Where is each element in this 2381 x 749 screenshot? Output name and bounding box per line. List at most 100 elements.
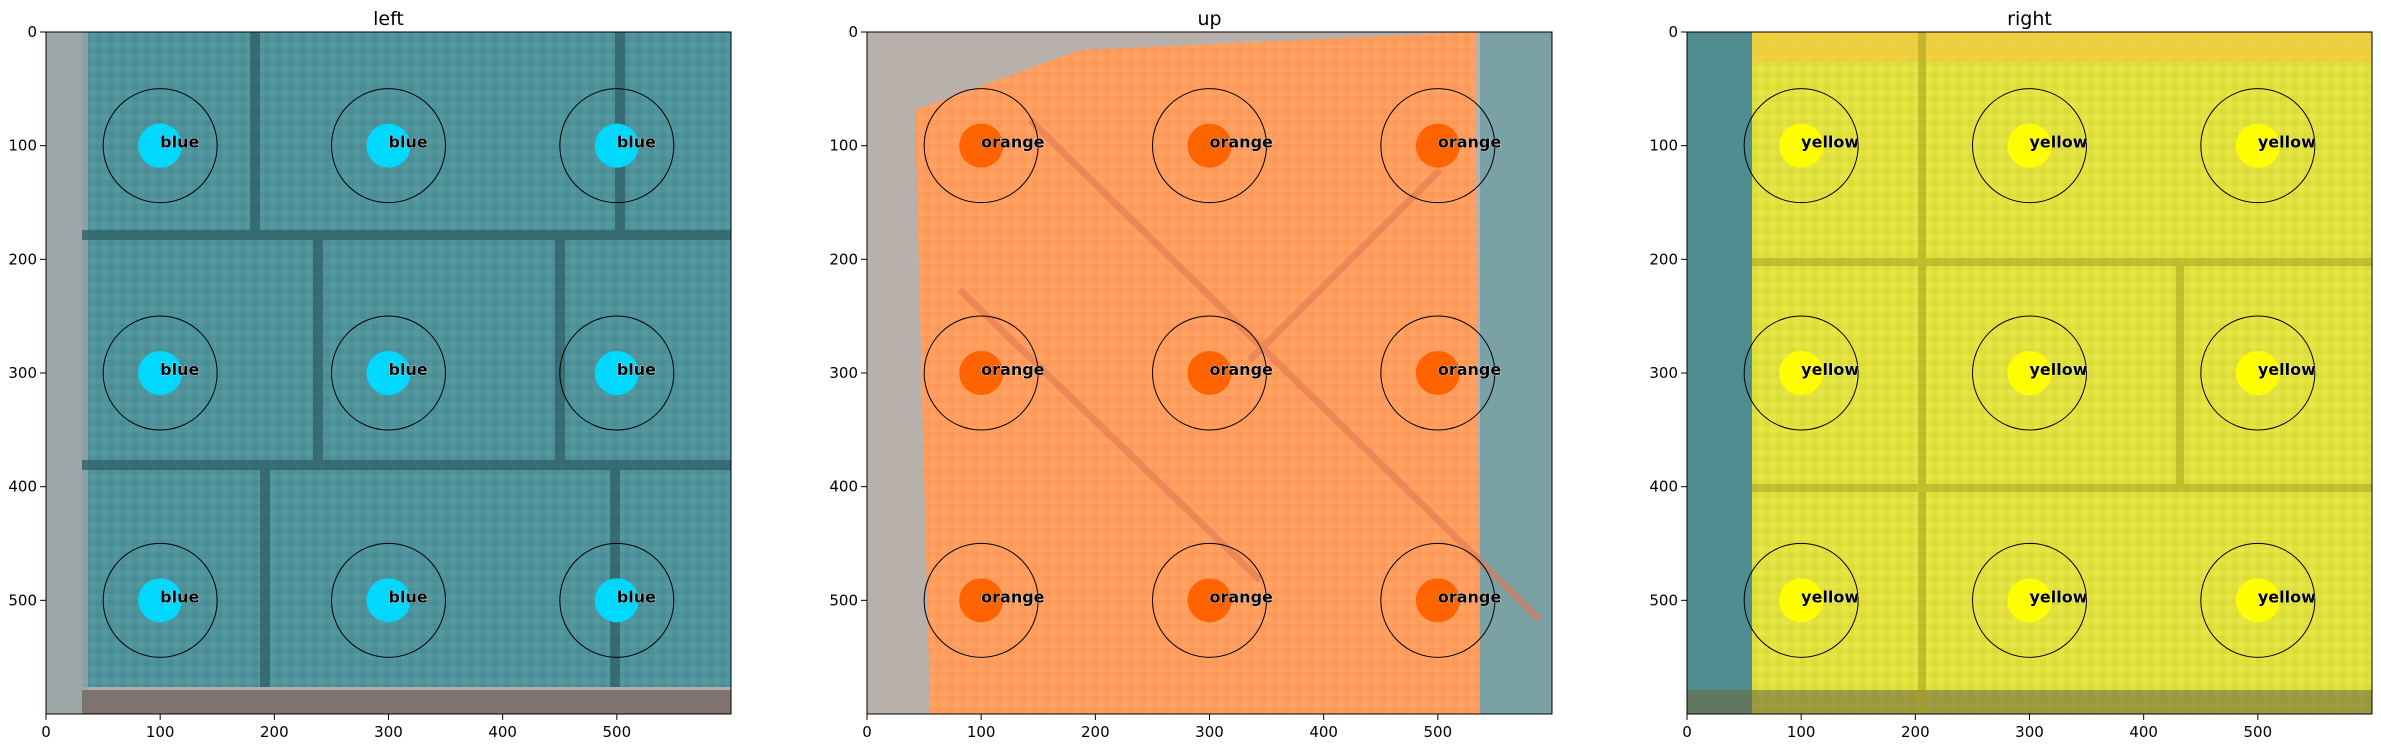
x-tick-label: 100 (1787, 723, 1816, 741)
marker-dot (1187, 123, 1232, 168)
marker-ring (331, 315, 446, 431)
panel-up-yticks: 0 100 200 300 400 500 (829, 23, 867, 609)
marker-label: yellow (2030, 587, 2088, 606)
panel-up-marks: orange orange orange orange orange orange oran… (923, 88, 1502, 658)
marker-dot (1779, 123, 1824, 168)
marker-ring (1380, 88, 1496, 204)
panel-left: left blue blue blue blue blue blue blue blue blu… (8, 8, 732, 741)
x-tick-label: 400 (2129, 723, 2158, 741)
marker-label: yellow (2258, 133, 2316, 152)
panel-right-marks: yellow yellow yellow yellow yellow yellow yell… (1743, 88, 2316, 658)
x-tick-label: 300 (2015, 723, 2044, 741)
marker-dot (959, 578, 1004, 623)
y-tick-label: 0 (848, 23, 858, 41)
marker-up-8: orange (1380, 542, 1502, 658)
marker-up-3: orange (923, 315, 1045, 431)
marker-label: yellow (1801, 360, 1859, 379)
y-tick-label: 100 (8, 137, 37, 155)
marker-ring (1743, 542, 1859, 658)
y-tick-label: 200 (8, 250, 37, 268)
marker-label: yellow (1801, 133, 1859, 152)
marker-dot (1415, 123, 1460, 168)
marker-dot (2235, 351, 2280, 395)
x-tick-label: 0 (1682, 723, 1692, 741)
marker-right-0: yellow (1743, 88, 1860, 204)
marker-ring (1743, 88, 1859, 204)
x-tick-label: 400 (488, 723, 517, 741)
marker-up-5: orange (1380, 315, 1502, 431)
marker-label: yellow (2030, 360, 2088, 379)
marker-dot (1187, 351, 1232, 395)
marker-dot (138, 123, 183, 168)
y-tick-label: 100 (829, 137, 858, 155)
marker-left-5: blue (559, 315, 675, 431)
marker-ring (102, 542, 218, 658)
marker-dot (1187, 578, 1232, 623)
panel-right-title: right (2007, 8, 2052, 30)
x-tick-label: 300 (374, 723, 403, 741)
marker-dot (1779, 351, 1824, 395)
panel-left-title: left (373, 8, 404, 30)
x-tick-label: 200 (260, 723, 289, 741)
marker-ring (923, 88, 1039, 204)
panel-left-xticks: 0 100 200 300 400 500 (41, 714, 631, 741)
marker-dot (2007, 123, 2052, 168)
marker-ring (1380, 542, 1496, 658)
marker-dot (2235, 123, 2280, 168)
y-tick-label: 500 (829, 591, 858, 609)
marker-dot (594, 351, 639, 395)
marker-label: blue (160, 360, 199, 379)
marker-left-2: blue (559, 88, 675, 204)
panel-up-xticks: 0 100 200 300 400 500 (862, 714, 1452, 741)
marker-up-2: orange (1380, 88, 1502, 204)
marker-dot (366, 123, 411, 168)
marker-dot (2007, 578, 2052, 623)
marker-up-6: orange (923, 542, 1045, 658)
marker-dot (959, 123, 1004, 168)
marker-label: blue (160, 587, 199, 606)
y-tick-label: 300 (1649, 364, 1678, 382)
marker-ring (559, 88, 675, 204)
marker-label: blue (617, 133, 656, 152)
marker-ring (102, 315, 218, 431)
marker-left-1: blue (331, 88, 446, 204)
x-tick-label: 300 (1195, 723, 1224, 741)
y-tick-label: 200 (829, 250, 858, 268)
x-tick-label: 100 (146, 723, 175, 741)
panel-right-xticks: 0 100 200 300 400 500 (1682, 714, 2272, 741)
marker-ring (923, 542, 1039, 658)
x-tick-label: 500 (2244, 723, 2273, 741)
marker-ring (1743, 315, 1859, 431)
marker-left-8: blue (559, 542, 675, 658)
marker-dot (959, 351, 1004, 395)
marker-ring (1152, 542, 1267, 658)
marker-ring (1380, 315, 1496, 431)
marker-label: yellow (2258, 587, 2316, 606)
y-tick-label: 400 (829, 478, 858, 496)
marker-label: yellow (2030, 133, 2088, 152)
x-tick-label: 400 (1309, 723, 1338, 741)
panel-right-yticks: 0 100 200 300 400 500 (1649, 23, 1687, 609)
marker-dot (1415, 578, 1460, 623)
marker-label: yellow (2258, 360, 2316, 379)
marker-dot (2007, 351, 2052, 395)
marker-dot (2235, 578, 2280, 623)
marker-ring (2200, 315, 2316, 431)
marker-label: orange (1438, 587, 1502, 606)
marker-label: yellow (1801, 587, 1859, 606)
marker-dot (366, 351, 411, 395)
marker-ring (2200, 88, 2316, 204)
marker-ring (1972, 88, 2087, 204)
marker-label: blue (389, 133, 428, 152)
marker-left-0: blue (102, 88, 218, 204)
marker-dot (138, 578, 183, 623)
marker-label: blue (389, 360, 428, 379)
marker-dot (1415, 351, 1460, 395)
marker-label: blue (617, 587, 656, 606)
x-tick-label: 500 (603, 723, 632, 741)
y-tick-label: 500 (8, 591, 37, 609)
marker-label: blue (389, 587, 428, 606)
marker-ring (1152, 315, 1267, 431)
marker-ring (559, 542, 675, 658)
marker-label: blue (160, 133, 199, 152)
